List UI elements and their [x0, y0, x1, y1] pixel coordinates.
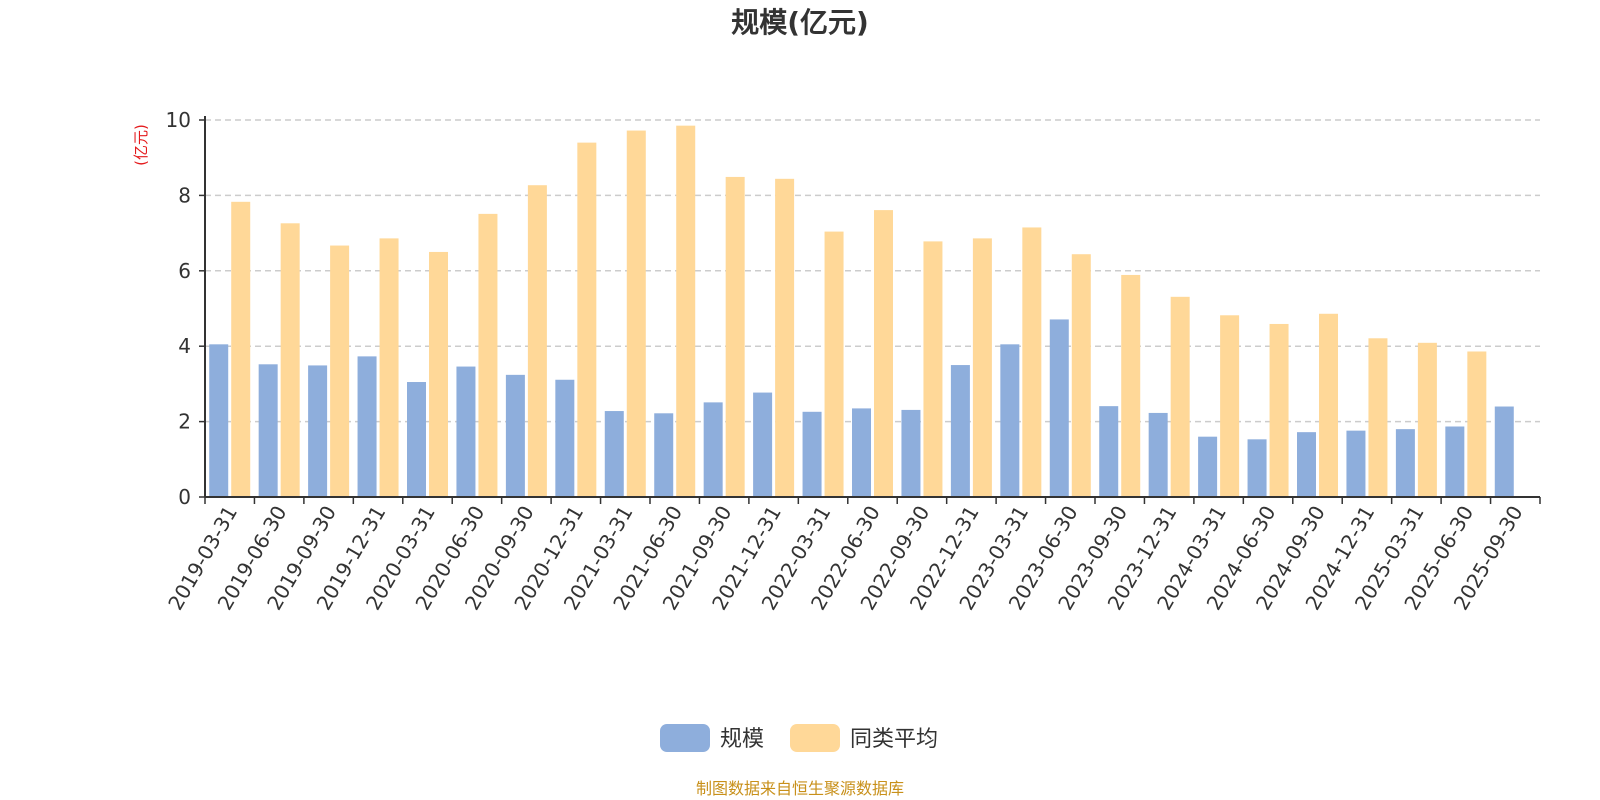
- bar-scale: [1297, 432, 1316, 497]
- bars: [209, 125, 1514, 498]
- bar-peer-average: [972, 238, 992, 498]
- bar-scale: [258, 364, 278, 497]
- data-source-note: 制图数据来自恒生聚源数据库: [696, 779, 904, 798]
- bar-scale: [802, 411, 822, 497]
- bar-scale: [505, 374, 525, 497]
- bar-scale: [654, 413, 674, 497]
- bar-peer-average: [330, 245, 350, 497]
- bar-peer-average: [725, 176, 745, 497]
- axes: [204, 116, 1540, 498]
- bar-peer-average: [1417, 342, 1437, 497]
- bar-scale: [1000, 344, 1020, 497]
- legend-label: 规模: [720, 727, 764, 752]
- legend-swatch: [790, 724, 840, 752]
- y-tick-label: 6: [178, 259, 191, 283]
- bar-peer-average: [429, 251, 448, 497]
- bar-scale: [1049, 319, 1069, 497]
- bar-scale: [1247, 439, 1267, 497]
- bar-peer-average: [1467, 351, 1487, 497]
- bar-scale: [456, 366, 476, 497]
- bar-peer-average: [478, 213, 498, 498]
- bar-peer-average: [231, 201, 251, 497]
- bar-scale: [901, 409, 921, 497]
- bar-scale: [1099, 406, 1119, 497]
- bar-scale: [604, 411, 624, 497]
- y-tick-label: 0: [178, 485, 191, 509]
- bar-peer-average: [824, 231, 844, 498]
- bar-peer-average: [874, 210, 893, 497]
- bar-scale: [950, 365, 970, 497]
- bar-peer-average: [577, 142, 597, 497]
- y-tick-label: 2: [178, 410, 191, 434]
- x-axis-ticks: 2019-03-312019-06-302019-09-302019-12-31…: [163, 497, 1541, 614]
- bar-peer-average: [1022, 227, 1042, 497]
- bar-scale: [1445, 426, 1465, 497]
- bar-peer-average: [626, 130, 646, 497]
- bar-peer-average: [676, 125, 696, 497]
- bar-peer-average: [1220, 315, 1240, 497]
- bar-peer-average: [379, 238, 399, 498]
- gridlines: [205, 119, 1540, 423]
- bar-peer-average: [1269, 323, 1289, 497]
- bar-scale: [1395, 429, 1415, 497]
- bar-scale: [308, 365, 328, 497]
- bar-scale: [1494, 406, 1514, 497]
- legend-swatch: [660, 724, 710, 752]
- bar-peer-average: [1071, 254, 1091, 497]
- y-axis-ticks: 0 2 4 6 8 10: [166, 108, 205, 509]
- bar-scale: [209, 344, 229, 497]
- y-tick-label: 8: [178, 183, 191, 207]
- y-tick-label: 4: [178, 334, 191, 358]
- bar-scale: [1346, 430, 1366, 497]
- bar-peer-average: [1121, 274, 1141, 497]
- bar-peer-average: [775, 178, 795, 497]
- chart-title: 规模(亿元): [731, 6, 869, 39]
- bar-scale: [407, 382, 426, 497]
- bar-scale: [852, 408, 871, 497]
- bar-peer-average: [280, 223, 300, 497]
- bar-peer-average: [1319, 313, 1338, 497]
- bar-peer-average: [923, 241, 943, 497]
- y-axis-unit-label: (亿元): [132, 124, 150, 166]
- legend: 规模 同类平均: [660, 724, 938, 752]
- bar-scale: [1198, 436, 1218, 497]
- bar-scale: [555, 379, 575, 497]
- y-tick-label: 10: [166, 108, 191, 132]
- bar-scale: [703, 402, 723, 497]
- legend-label: 同类平均: [850, 727, 938, 752]
- bar-peer-average: [1368, 338, 1388, 497]
- bar-scale: [357, 356, 377, 497]
- bar-scale: [753, 392, 773, 497]
- bar-scale: [1148, 412, 1168, 497]
- bar-peer-average: [527, 185, 547, 497]
- bar-peer-average: [1170, 296, 1190, 497]
